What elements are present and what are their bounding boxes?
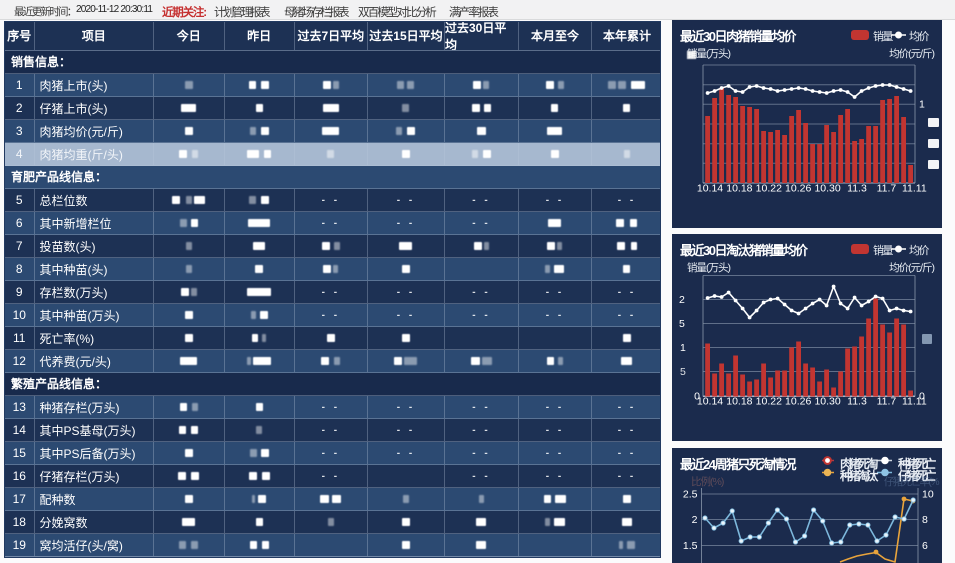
svg-text:2: 2	[679, 294, 685, 306]
svg-text:10.18: 10.18	[726, 183, 752, 195]
svg-text:1: 1	[919, 99, 925, 111]
svg-text:10.26: 10.26	[785, 395, 811, 407]
svg-text:10.14: 10.14	[697, 395, 723, 407]
svg-text:11.3: 11.3	[847, 395, 867, 407]
svg-text:2.5: 2.5	[683, 489, 698, 501]
svg-text:2: 2	[692, 514, 698, 526]
svg-text:5: 5	[679, 318, 685, 330]
svg-text:11.7: 11.7	[877, 395, 897, 407]
svg-text:11.11: 11.11	[902, 183, 927, 195]
svg-text:10.30: 10.30	[814, 183, 840, 195]
svg-text:5: 5	[680, 366, 686, 378]
svg-text:0: 0	[694, 390, 700, 402]
svg-text:10.26: 10.26	[785, 183, 811, 195]
svg-text:8: 8	[922, 514, 928, 526]
svg-text:1.5: 1.5	[683, 540, 698, 552]
svg-text:11.7: 11.7	[877, 183, 897, 195]
svg-text:1: 1	[680, 342, 686, 354]
svg-text:10.30: 10.30	[814, 395, 840, 407]
svg-text:10.18: 10.18	[726, 395, 752, 407]
svg-text:11.11: 11.11	[902, 395, 927, 407]
svg-text:10.22: 10.22	[756, 183, 782, 195]
svg-text:6: 6	[922, 540, 928, 552]
svg-text:10.14: 10.14	[697, 183, 723, 195]
svg-text:10.22: 10.22	[756, 395, 782, 407]
svg-text:0: 0	[919, 390, 925, 402]
svg-text:11.3: 11.3	[847, 183, 867, 195]
svg-text:10: 10	[922, 489, 934, 501]
